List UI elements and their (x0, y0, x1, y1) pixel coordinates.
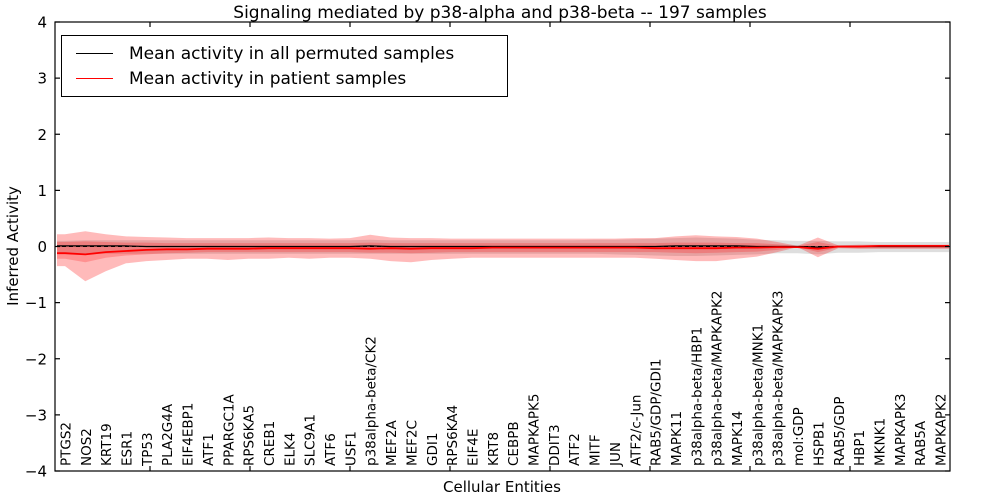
x-category-label: PLA2G4A (160, 403, 176, 466)
x-category-label: MEF2A (384, 419, 400, 466)
x-category-label: DDIT3 (547, 424, 563, 466)
y-tick-label: −1 (25, 294, 47, 312)
legend-label-patient: Mean activity in patient samples (129, 68, 407, 89)
series-line-patient-mean (57, 244, 949, 256)
x-category-label: mol:GDP (791, 407, 807, 466)
y-tick-label: 3 (37, 70, 47, 88)
x-category-label: HBP1 (852, 430, 868, 466)
y-tick-label: 2 (37, 126, 47, 144)
x-category-label: MAPK11 (669, 411, 685, 466)
x-axis-label: Cellular Entities (443, 478, 561, 496)
x-category-label: CEBPB (506, 421, 522, 466)
y-axis-label: Inferred Activity (4, 186, 22, 306)
x-category-label: RPS6KA5 (242, 405, 258, 466)
x-category-label: ATF6 (323, 433, 339, 466)
x-category-label: p38alpha-beta/MNK1 (750, 324, 766, 466)
legend-entry-permuted: Mean activity in all permuted samples (76, 44, 507, 64)
y-tick-label: 1 (37, 182, 47, 200)
legend: Mean activity in all permuted samples Me… (61, 35, 508, 97)
x-category-label: MKNK1 (873, 418, 889, 466)
x-category-label: KRT19 (99, 423, 115, 466)
x-category-label: ATF1 (201, 433, 217, 466)
x-category-label: USF1 (343, 431, 359, 466)
x-category-label: HSPB1 (811, 421, 827, 466)
y-tick-label: 4 (37, 14, 47, 32)
x-category-label: RAB5A (913, 420, 929, 466)
x-category-label: RAB5/GDP/GDI1 (649, 359, 665, 466)
x-category-label: p38alpha-beta/CK2 (364, 336, 380, 466)
x-category-label: EIF4E (466, 429, 482, 466)
legend-label-permuted: Mean activity in all permuted samples (129, 43, 455, 64)
y-tick-label: −4 (25, 463, 47, 481)
legend-line-black (76, 53, 113, 54)
x-category-label: CREB1 (262, 421, 278, 466)
legend-entry-patient: Mean activity in patient samples (76, 69, 507, 89)
x-category-label: RAB5/GDP (832, 397, 848, 466)
legend-line-red (76, 78, 113, 79)
x-category-label: ATF2 (567, 433, 583, 466)
x-category-label: MEF2C (404, 420, 420, 466)
x-category-label: ELK4 (282, 433, 298, 467)
x-category-label: ESR1 (120, 431, 136, 466)
x-category-label: p38alpha-beta/MAPKAPK3 (771, 291, 787, 467)
x-category-label: p38alpha-beta/HBP1 (689, 327, 705, 466)
chart-title: Signaling mediated by p38-alpha and p38-… (233, 3, 767, 23)
x-category-label: KRT8 (486, 432, 502, 466)
x-category-label: MAPK14 (730, 411, 746, 466)
x-category-label: SLC9A1 (303, 414, 319, 466)
x-category-label: p38alpha-beta/MAPKAPK2 (710, 291, 726, 467)
x-category-label: TP53 (140, 432, 156, 467)
x-category-label: RPS6KA4 (445, 405, 461, 466)
x-category-label: MAPKAPK2 (934, 394, 950, 466)
x-category-label: GDI1 (425, 433, 441, 466)
x-category-label: MAPKAPK5 (527, 394, 543, 466)
x-category-label: EIF4EBP1 (181, 403, 197, 466)
x-category-label: ATF2/c-Jun (628, 395, 644, 466)
y-tick-label: −3 (25, 406, 47, 424)
x-category-label: PTGS2 (59, 422, 75, 466)
y-tick-label: 0 (37, 238, 47, 256)
series-line-permuted-mean (57, 245, 949, 248)
x-category-label: JUN (608, 442, 624, 467)
x-category-label: MITF (588, 434, 604, 466)
band-patient-samples-outer-range (57, 231, 949, 282)
x-category-label: NOS2 (79, 428, 95, 466)
y-tick-label: −2 (25, 350, 47, 368)
x-category-label: PPARGC1A (221, 393, 237, 466)
x-category-label: MAPKAPK3 (893, 394, 909, 466)
